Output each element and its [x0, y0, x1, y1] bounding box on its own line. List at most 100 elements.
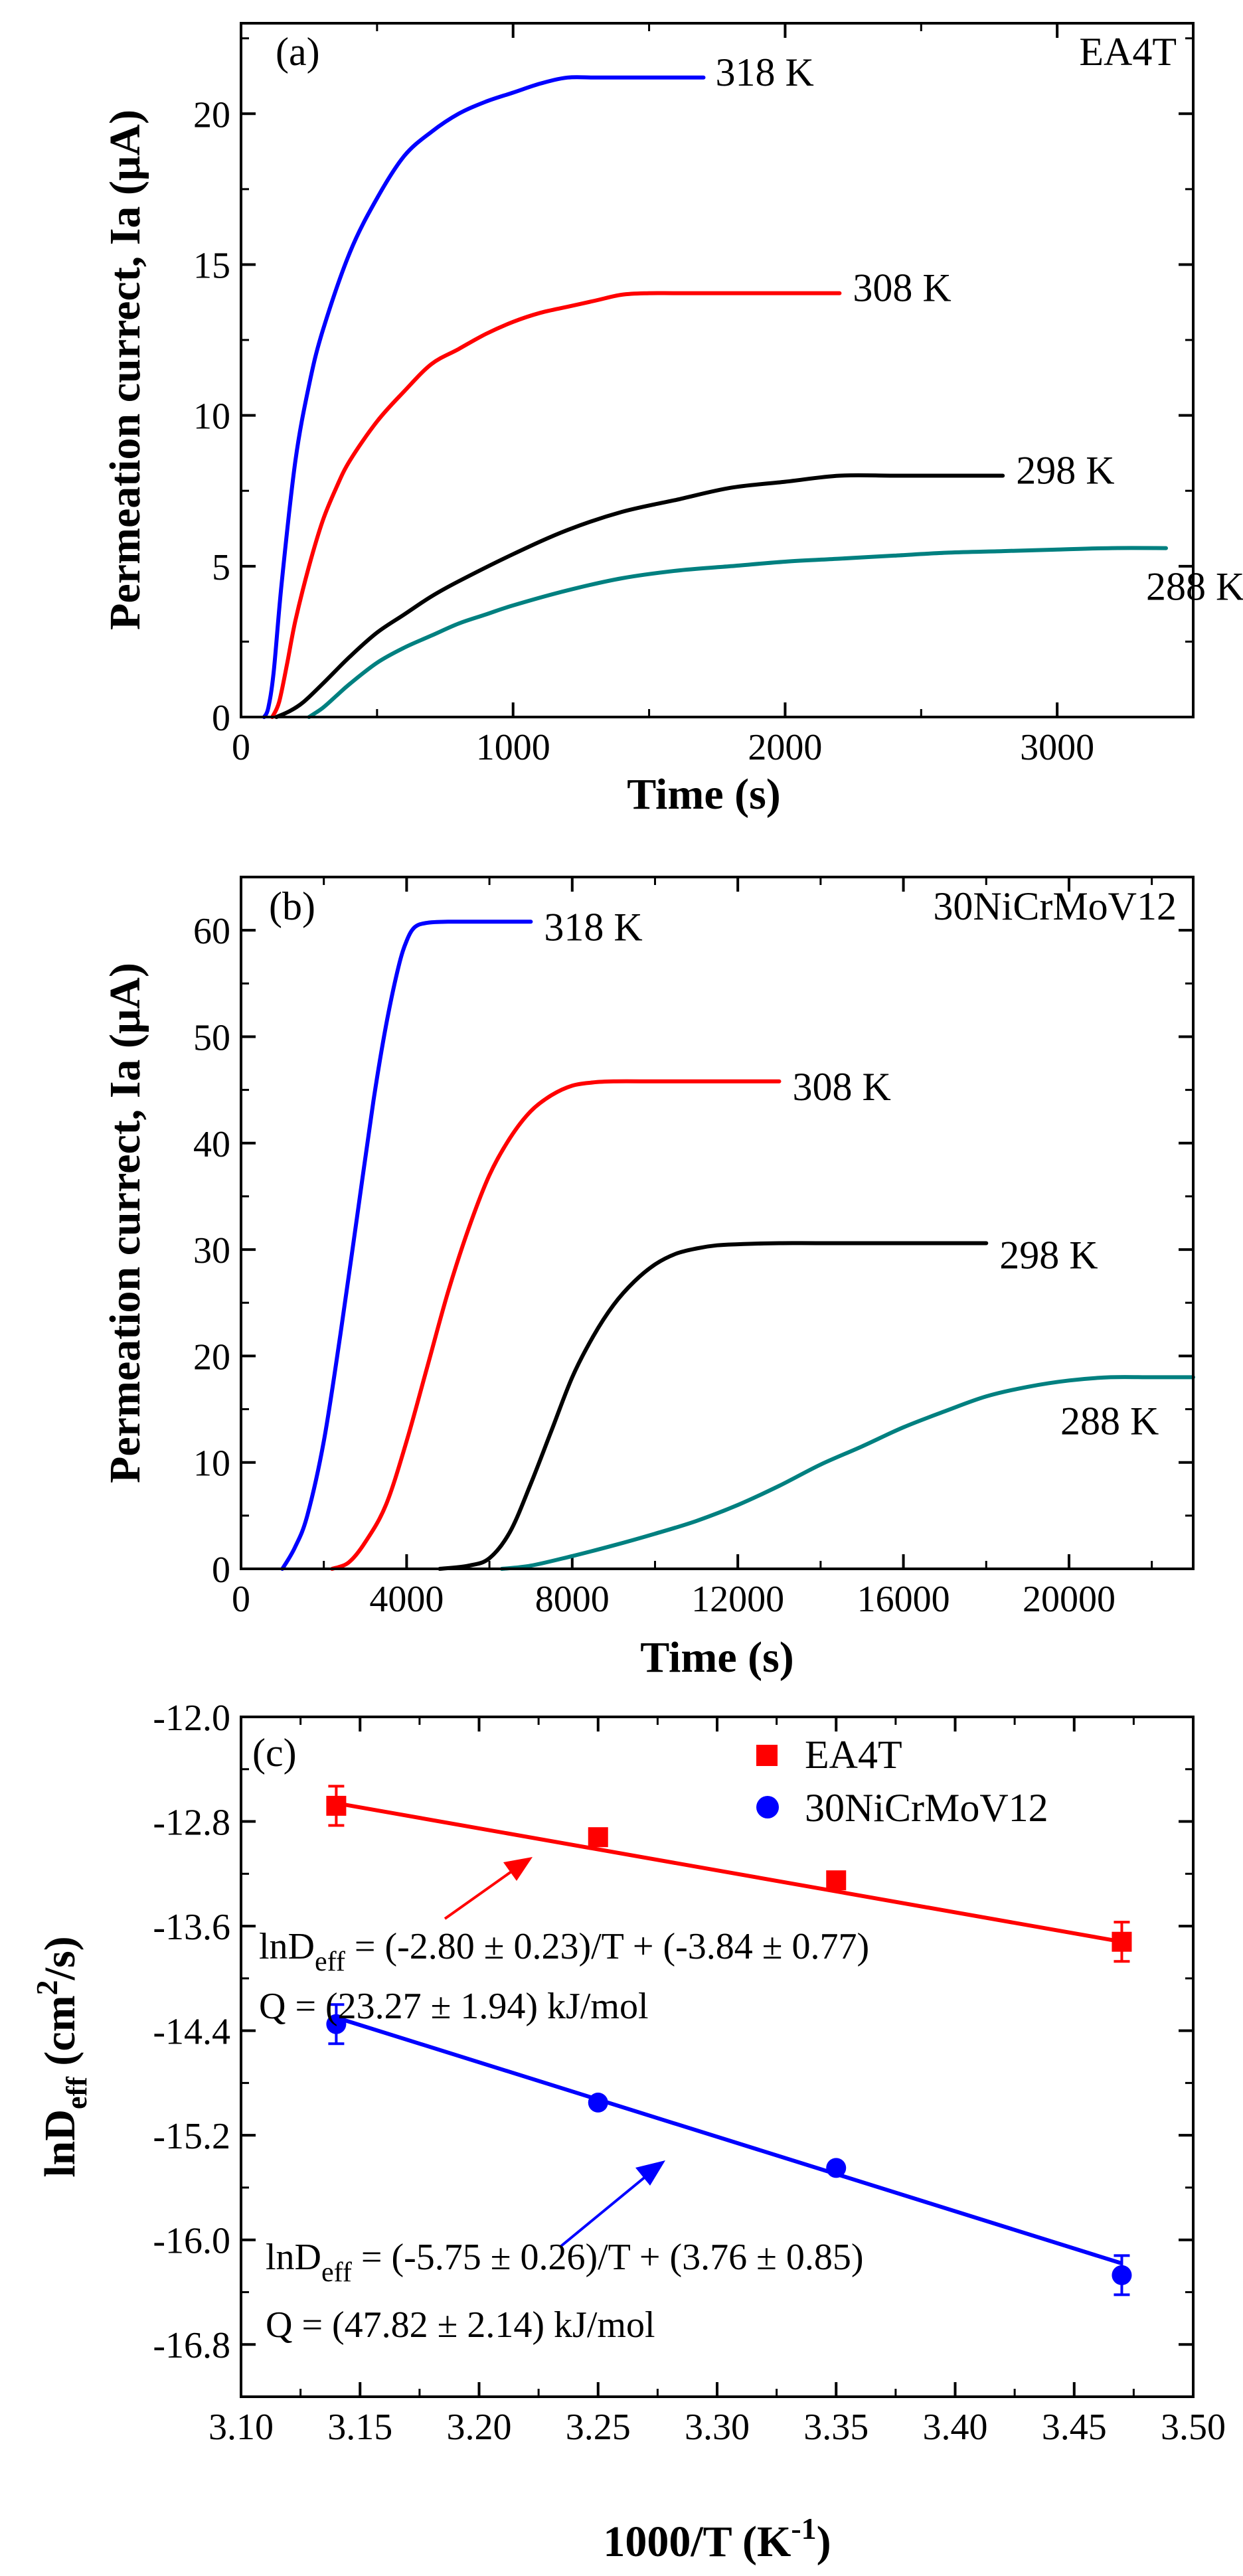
panel-a-y-axis-title: Permeation currect, Ia (μA) — [101, 110, 149, 630]
a-series-label-288-k: 288 K — [1146, 565, 1243, 609]
panel-b-y-tick-labels: 0 10 20 30 40 50 60 — [193, 911, 230, 1591]
b-series-label-308-k: 308 K — [793, 1065, 891, 1109]
c-x-tick-label: 3.35 — [803, 2407, 869, 2448]
b-y-tick-label: 60 — [193, 911, 230, 952]
equation-30nicrmov12: lnDeff = (-5.75 ± 0.26)/T + (3.76 ± 0.85… — [266, 2237, 864, 2288]
c-x-tick-label: 3.20 — [447, 2407, 512, 2448]
c-x-tick-label: 3.45 — [1042, 2407, 1107, 2448]
c-point-ea4t — [326, 1795, 347, 1816]
b-x-tick-label: 0 — [232, 1579, 250, 1620]
activation-energy-30nicrmov12: Q = (47.82 ± 2.14) kJ/mol — [266, 2304, 655, 2346]
b-y-tick-label: 10 — [193, 1443, 230, 1485]
panel-b-label: (b) — [269, 884, 315, 928]
c-y-tick-label: -12.8 — [153, 1803, 230, 1844]
a-series-label-298-k: 298 K — [1016, 449, 1114, 493]
panel-c-x-axis-title: 1000/T (K-1) — [603, 2512, 831, 2566]
c-y-tick-label: -16.0 — [153, 2221, 230, 2262]
c-x-tick-label: 3.15 — [327, 2407, 392, 2448]
panel-c-y-tick-labels: -12.0 -12.8 -13.6 -14.4 -15.2 -16.0 -16.8 — [153, 1698, 230, 2366]
legend-marker-ea4t — [756, 1745, 778, 1766]
a-series-line-288-k — [307, 546, 1168, 719]
b-series-line-288-k — [499, 1375, 1195, 1571]
c-y-tick-label: -15.2 — [153, 2116, 230, 2157]
a-x-tick-label: 3000 — [1020, 727, 1094, 768]
activation-energy-ea4t: Q = (23.27 ± 1.94) kJ/mol — [259, 1986, 649, 2027]
panel-c-plot-frame — [240, 1716, 1195, 2398]
panel-b-ticks — [240, 877, 1193, 1570]
panel-b-series-labels: 318 K 308 K 298 K 288 K — [544, 905, 1159, 1443]
c-point-ea4t — [1112, 1931, 1132, 1952]
a-series-label-318-k: 318 K — [716, 50, 814, 94]
c-y-tick-label: -12.0 — [153, 1698, 230, 1739]
panel-a-series — [262, 75, 1168, 719]
a-series-line-298-k — [274, 473, 1005, 719]
c-point-30nicrmov12 — [1112, 2265, 1132, 2285]
b-y-tick-label: 40 — [193, 1124, 230, 1165]
a-y-tick-label: 10 — [193, 396, 230, 438]
b-series-label-298-k: 298 K — [999, 1233, 1098, 1277]
panel-a-x-tick-labels: 0 1000 2000 3000 — [232, 727, 1094, 768]
panel-a: 318 K 308 K 298 K 288 K 0 1000 2000 3000 0 5 10 1… — [101, 22, 1243, 819]
b-y-tick-label: 30 — [193, 1230, 230, 1271]
panel-c-x-tick-labels: 3.10 3.15 3.20 3.25 3.30 3.35 3.40 3.45 3.50 — [208, 2407, 1226, 2448]
c-y-tick-label: -14.4 — [153, 2012, 230, 2053]
c-point-30nicrmov12 — [326, 2014, 347, 2034]
panel-c-fit-lines — [335, 1801, 1123, 2266]
a-series-line-308-k — [270, 291, 842, 719]
c-y-tick-label: -16.8 — [153, 2325, 230, 2366]
c-point-30nicrmov12 — [826, 2158, 847, 2178]
b-x-tick-label: 16000 — [857, 1579, 950, 1620]
b-y-tick-label: 50 — [193, 1017, 230, 1058]
a-x-tick-label: 2000 — [748, 727, 822, 768]
panel-b: 318 K 308 K 298 K 288 K 0 4000 8000 12000 16000… — [101, 876, 1195, 1682]
c-point-ea4t — [588, 1827, 608, 1848]
panel-a-label: (a) — [276, 30, 320, 74]
panel-b-x-axis-title: Time (s) — [640, 1633, 794, 1682]
a-y-tick-label: 15 — [193, 245, 230, 286]
panel-a-ticks — [240, 23, 1193, 718]
panel-c-y-axis-title: lnDeff (cm2/s) — [30, 1936, 93, 2177]
b-x-tick-label: 20000 — [1023, 1579, 1116, 1620]
a-series-line-318-k — [262, 75, 706, 719]
a-y-tick-label: 20 — [193, 94, 230, 135]
a-series-label-308-k: 308 K — [853, 266, 951, 310]
equation-ea4t: lnDeff = (-2.80 ± 0.23)/T + (-3.84 ± 0.7… — [259, 1926, 869, 1977]
a-y-tick-label: 5 — [212, 547, 230, 588]
legend-marker-30nicrmov12 — [756, 1796, 779, 1818]
b-series-line-308-k — [330, 1079, 782, 1571]
c-x-tick-label: 3.25 — [566, 2407, 631, 2448]
c-x-tick-label: 3.10 — [208, 2407, 274, 2448]
b-series-line-318-k — [280, 920, 533, 1571]
a-x-tick-label: 1000 — [476, 727, 550, 768]
a-x-tick-label: 0 — [232, 727, 250, 768]
panel-c-ticks — [240, 1716, 1195, 2397]
b-series-label-288-k: 288 K — [1060, 1399, 1159, 1443]
panel-b-y-axis-title: Permeation currect, Ia (μA) — [101, 963, 149, 1483]
legend-label-ea4t: EA4T — [805, 1733, 902, 1777]
b-y-tick-label: 0 — [212, 1550, 230, 1591]
b-x-tick-label: 12000 — [691, 1579, 784, 1620]
panel-a-plot-frame — [240, 22, 1195, 718]
panel-c-markers — [326, 1795, 1132, 2285]
c-x-tick-label: 3.30 — [685, 2407, 750, 2448]
panel-b-material-label: 30NiCrMoV12 — [933, 884, 1177, 928]
legend-label-30nicrmov12: 30NiCrMoV12 — [805, 1786, 1048, 1830]
panel-a-y-tick-labels: 0 5 10 15 20 — [193, 94, 230, 739]
panel-c: 3.10 3.15 3.20 3.25 3.30 3.35 3.40 3.45 3.50 -12… — [30, 1698, 1226, 2566]
panel-a-series-labels: 318 K 308 K 298 K 288 K — [716, 50, 1243, 609]
panel-a-x-axis-title: Time (s) — [627, 770, 781, 819]
panel-b-x-tick-labels: 0 4000 8000 12000 16000 20000 — [232, 1579, 1116, 1620]
annotation-arrow-30nicrmov12 — [560, 2160, 665, 2247]
c-x-tick-label: 3.40 — [923, 2407, 988, 2448]
panel-b-series — [280, 920, 1195, 1571]
panel-a-material-label: EA4T — [1079, 30, 1177, 74]
panel-c-label: (c) — [252, 1731, 297, 1775]
b-x-tick-label: 8000 — [535, 1579, 610, 1620]
panel-c-legend: EA4T 30NiCrMoV12 — [756, 1733, 1048, 1830]
c-point-30nicrmov12 — [588, 2092, 608, 2113]
b-y-tick-label: 20 — [193, 1336, 230, 1378]
panel-b-plot-frame — [240, 876, 1195, 1570]
c-y-tick-label: -13.6 — [153, 1907, 230, 1948]
b-series-line-298-k — [438, 1241, 989, 1571]
